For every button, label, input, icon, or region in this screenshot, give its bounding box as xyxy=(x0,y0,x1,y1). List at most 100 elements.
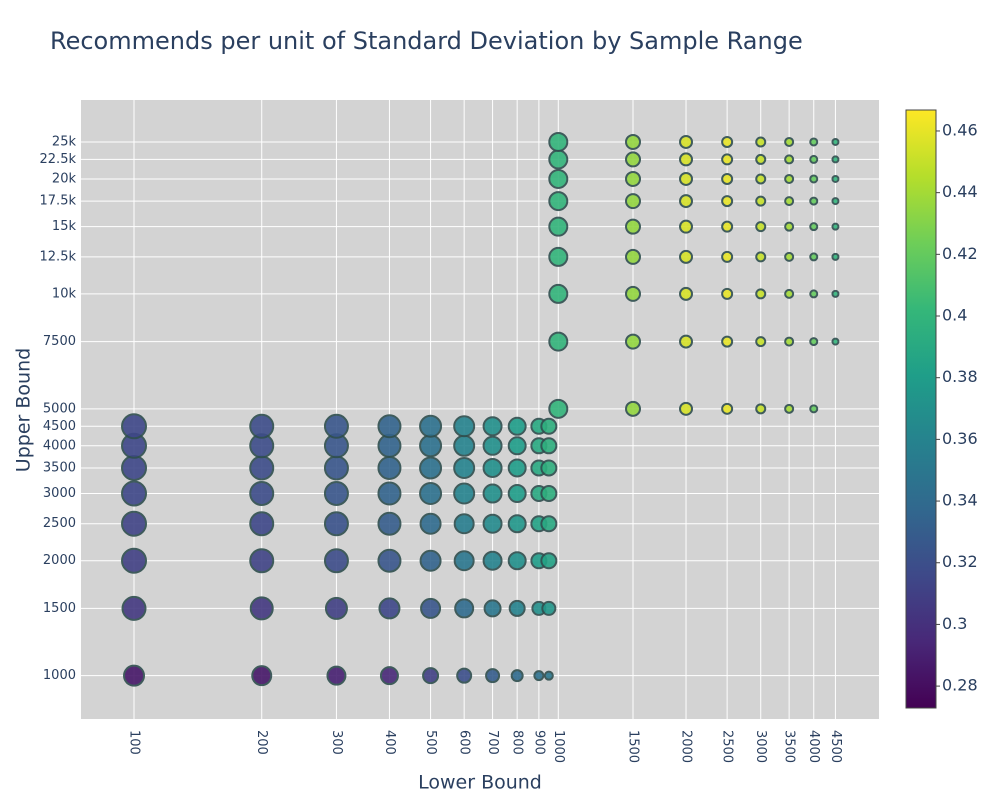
colorbar-tick-label: 0.46 xyxy=(942,120,978,139)
marker xyxy=(453,513,475,535)
marker xyxy=(831,174,840,183)
y-tick-label: 17.5k xyxy=(40,194,77,209)
colorbar-tick-label: 0.42 xyxy=(942,244,978,263)
marker xyxy=(625,193,642,210)
marker xyxy=(721,287,734,300)
x-tick-label: 100 xyxy=(127,730,142,755)
chart-title: Recommends per unit of Standard Deviatio… xyxy=(50,27,803,55)
marker xyxy=(784,403,795,414)
marker xyxy=(323,481,349,507)
marker xyxy=(784,136,795,147)
marker xyxy=(121,413,148,440)
marker xyxy=(679,194,694,209)
marker xyxy=(251,665,273,687)
marker xyxy=(507,458,527,478)
marker xyxy=(482,513,503,534)
marker xyxy=(625,333,642,350)
marker xyxy=(625,133,642,150)
marker xyxy=(540,459,558,477)
marker xyxy=(548,246,569,267)
marker xyxy=(784,173,795,184)
marker xyxy=(755,336,767,348)
marker xyxy=(548,331,569,352)
marker xyxy=(507,416,527,436)
marker xyxy=(249,481,275,507)
marker xyxy=(422,667,440,685)
marker xyxy=(249,548,275,574)
marker xyxy=(831,289,840,298)
marker xyxy=(784,154,795,165)
marker xyxy=(809,174,819,184)
marker xyxy=(419,414,443,438)
marker xyxy=(755,153,767,165)
marker xyxy=(809,137,819,147)
marker xyxy=(249,413,275,439)
colorbar-tick-label: 0.44 xyxy=(942,182,978,201)
marker xyxy=(809,154,819,164)
marker xyxy=(121,595,147,621)
colorbar-tick-label: 0.36 xyxy=(942,429,978,448)
marker xyxy=(483,599,502,618)
marker xyxy=(377,548,402,573)
marker xyxy=(419,512,442,535)
marker xyxy=(831,337,840,346)
colorbar-tick-label: 0.28 xyxy=(942,676,978,695)
marker xyxy=(721,220,734,233)
marker xyxy=(482,483,503,504)
y-tick-label: 4000 xyxy=(43,438,76,453)
marker xyxy=(540,437,558,455)
marker xyxy=(784,288,795,299)
y-tick-label: 4500 xyxy=(43,419,76,434)
marker xyxy=(249,455,275,481)
marker xyxy=(419,549,442,572)
marker xyxy=(548,131,569,152)
x-tick-label: 4500 xyxy=(828,730,843,763)
x-tick-label: 500 xyxy=(423,730,438,755)
marker xyxy=(453,550,475,572)
marker xyxy=(378,597,401,620)
marker xyxy=(377,511,402,536)
marker xyxy=(121,480,148,507)
marker xyxy=(784,196,795,207)
x-tick-label: 1000 xyxy=(551,730,566,763)
marker xyxy=(453,415,476,438)
marker xyxy=(721,135,734,148)
colorbar xyxy=(905,109,937,709)
x-tick-label: 4000 xyxy=(806,730,821,763)
marker xyxy=(540,485,558,503)
marker xyxy=(543,670,554,681)
marker xyxy=(809,404,819,414)
marker xyxy=(721,195,734,208)
marker xyxy=(548,398,569,419)
y-tick-label: 12.5k xyxy=(40,249,77,264)
marker xyxy=(548,283,569,304)
marker xyxy=(482,435,503,456)
marker xyxy=(453,482,476,505)
y-tick-label: 22.5k xyxy=(40,152,77,167)
marker xyxy=(540,552,558,570)
marker xyxy=(323,548,349,574)
marker xyxy=(456,667,473,684)
marker xyxy=(121,510,148,537)
marker xyxy=(721,250,734,263)
plot-area xyxy=(81,100,879,719)
marker xyxy=(548,149,569,170)
marker xyxy=(679,171,694,186)
marker xyxy=(625,170,642,187)
marker xyxy=(482,457,503,478)
x-tick-label: 200 xyxy=(254,730,269,755)
marker xyxy=(419,482,443,506)
marker xyxy=(377,414,402,439)
marker xyxy=(548,168,569,189)
marker xyxy=(755,173,767,185)
marker xyxy=(507,551,527,571)
marker xyxy=(482,416,503,437)
y-tick-label: 25k xyxy=(52,134,77,149)
marker xyxy=(679,401,694,416)
marker xyxy=(123,664,146,687)
marker xyxy=(809,196,819,206)
marker xyxy=(679,134,694,149)
x-tick-label: 400 xyxy=(382,730,397,755)
x-tick-label: 3500 xyxy=(782,730,797,763)
marker xyxy=(679,249,694,264)
